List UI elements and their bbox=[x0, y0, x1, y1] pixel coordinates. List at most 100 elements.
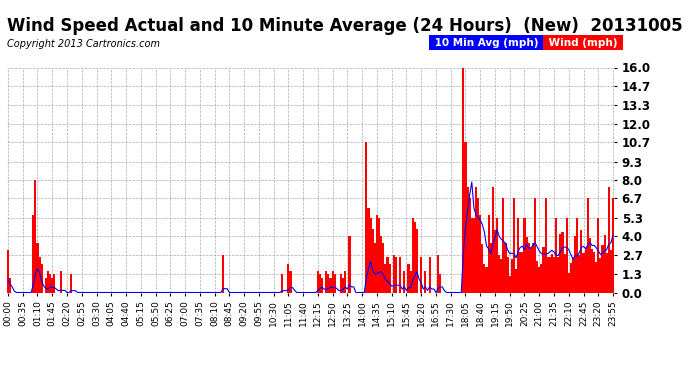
Bar bbox=[325, 272, 327, 292]
Bar bbox=[395, 257, 397, 292]
Bar bbox=[584, 248, 586, 292]
Bar bbox=[59, 272, 61, 292]
Bar bbox=[7, 251, 9, 292]
Bar bbox=[511, 259, 513, 292]
Bar bbox=[520, 252, 522, 292]
Bar bbox=[506, 257, 509, 292]
Bar bbox=[49, 274, 51, 292]
Bar bbox=[408, 264, 410, 292]
Bar bbox=[602, 245, 604, 292]
Bar bbox=[53, 274, 55, 292]
Bar bbox=[566, 218, 568, 292]
Bar bbox=[32, 215, 34, 292]
Bar bbox=[595, 262, 598, 292]
Bar bbox=[582, 253, 584, 292]
Bar bbox=[555, 218, 558, 292]
Bar bbox=[469, 198, 471, 292]
Bar bbox=[437, 255, 439, 292]
Bar bbox=[591, 249, 593, 292]
Bar bbox=[384, 264, 386, 292]
Bar bbox=[580, 230, 582, 292]
Bar bbox=[572, 258, 574, 292]
Bar bbox=[334, 274, 336, 292]
Bar bbox=[51, 278, 53, 292]
Bar bbox=[517, 218, 520, 292]
Bar bbox=[534, 198, 536, 292]
Bar bbox=[330, 278, 332, 292]
Bar bbox=[494, 230, 496, 292]
Bar bbox=[492, 187, 494, 292]
Bar bbox=[466, 187, 469, 292]
Bar bbox=[414, 222, 416, 292]
Bar bbox=[376, 215, 378, 292]
Bar bbox=[289, 272, 292, 292]
Text: 10 Min Avg (mph): 10 Min Avg (mph) bbox=[431, 38, 542, 48]
Bar bbox=[558, 258, 560, 292]
Text: Copyright 2013 Cartronics.com: Copyright 2013 Cartronics.com bbox=[7, 39, 160, 50]
Bar bbox=[462, 68, 464, 292]
Bar bbox=[416, 229, 418, 292]
Bar bbox=[530, 248, 532, 292]
Bar bbox=[546, 257, 549, 292]
Bar bbox=[222, 255, 224, 292]
Bar bbox=[327, 274, 330, 292]
Bar bbox=[562, 232, 564, 292]
Bar bbox=[393, 255, 395, 292]
Bar bbox=[504, 243, 506, 292]
Bar bbox=[37, 243, 39, 292]
Bar bbox=[372, 229, 374, 292]
Bar bbox=[348, 236, 351, 292]
Bar bbox=[365, 142, 367, 292]
Bar bbox=[420, 257, 422, 292]
Bar bbox=[564, 254, 566, 292]
Bar bbox=[600, 258, 602, 292]
Bar bbox=[570, 263, 572, 292]
Bar bbox=[526, 237, 528, 292]
Bar bbox=[473, 218, 475, 292]
Bar bbox=[70, 274, 72, 292]
Bar bbox=[399, 257, 401, 292]
Bar bbox=[522, 252, 524, 292]
Bar bbox=[380, 236, 382, 292]
Bar bbox=[509, 276, 511, 292]
Bar bbox=[378, 218, 380, 292]
Bar bbox=[560, 234, 562, 292]
Bar bbox=[498, 255, 500, 292]
Bar bbox=[488, 215, 490, 292]
Bar bbox=[542, 248, 544, 292]
Bar bbox=[549, 257, 551, 292]
Bar bbox=[608, 187, 610, 292]
Bar bbox=[344, 272, 346, 292]
Bar bbox=[515, 270, 517, 292]
Bar bbox=[500, 259, 502, 292]
Bar bbox=[439, 274, 441, 292]
Bar bbox=[370, 218, 372, 292]
Bar bbox=[410, 272, 412, 292]
Bar bbox=[374, 243, 376, 292]
Bar bbox=[342, 278, 344, 292]
Bar bbox=[412, 218, 414, 292]
Bar bbox=[388, 264, 391, 292]
Bar bbox=[34, 180, 37, 292]
Bar bbox=[586, 198, 589, 292]
Bar bbox=[482, 244, 484, 292]
Bar bbox=[428, 257, 431, 292]
Bar bbox=[593, 252, 595, 292]
Bar bbox=[606, 254, 608, 292]
Bar bbox=[524, 218, 526, 292]
Bar bbox=[9, 278, 11, 292]
Bar bbox=[367, 208, 370, 292]
Bar bbox=[340, 274, 342, 292]
Text: Wind (mph): Wind (mph) bbox=[545, 38, 621, 48]
Bar bbox=[382, 243, 384, 292]
Bar bbox=[604, 236, 606, 292]
Bar bbox=[317, 272, 319, 292]
Bar bbox=[471, 218, 473, 292]
Bar bbox=[528, 243, 530, 292]
Bar bbox=[332, 272, 334, 292]
Bar bbox=[403, 272, 406, 292]
Text: Wind Speed Actual and 10 Minute Average (24 Hours)  (New)  20131005: Wind Speed Actual and 10 Minute Average … bbox=[7, 17, 683, 35]
Bar bbox=[574, 236, 576, 292]
Bar bbox=[576, 218, 578, 292]
Bar bbox=[475, 187, 477, 292]
